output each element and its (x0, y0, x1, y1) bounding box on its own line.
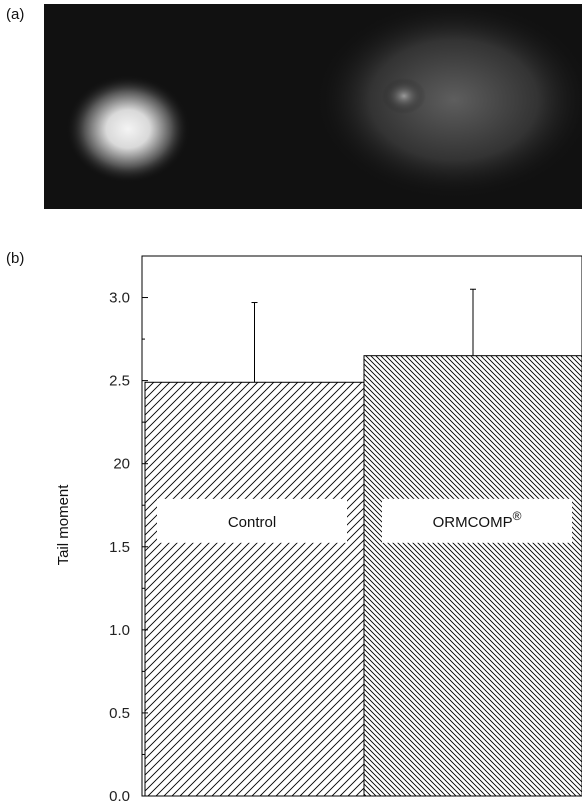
error-bars-layer (251, 288, 476, 383)
bar-label-box-0 (157, 498, 347, 543)
bars-layer (144, 355, 582, 797)
comet-head-1 (66, 75, 190, 183)
y-tick-label-2: 1.0 (109, 622, 130, 639)
bar-control (144, 381, 365, 797)
micrograph-svg (44, 4, 582, 209)
comet-tail-2 (314, 4, 582, 200)
y-tick-label-0: 0.0 (109, 788, 130, 805)
comet-assay-micrograph (44, 4, 582, 209)
y-axis-label: Tail moment (55, 484, 72, 566)
bar-labels-layer: Control ORMCOMP® (157, 498, 572, 543)
bar-label-1: ORMCOMP® (433, 509, 522, 531)
y-tick-label-3: 1.5 (109, 539, 130, 556)
y-tick-label-5: 2.5 (109, 373, 130, 390)
bar-label-0: Control (228, 514, 276, 531)
comet-head-2 (382, 78, 426, 114)
bar-label-box-1 (382, 498, 572, 543)
y-tick-label-4: 20 (113, 456, 130, 473)
panel-label-b: (b) (6, 250, 25, 267)
y-tick-label-6: 3.0 (109, 290, 130, 307)
panel-label-a: (a) (6, 6, 25, 23)
y-tick-label-1: 0.5 (109, 705, 130, 722)
bar-ormcomp (363, 355, 582, 797)
y-axis: 0.0 0.5 1.0 1.5 20 2.5 3.0 (109, 290, 148, 805)
